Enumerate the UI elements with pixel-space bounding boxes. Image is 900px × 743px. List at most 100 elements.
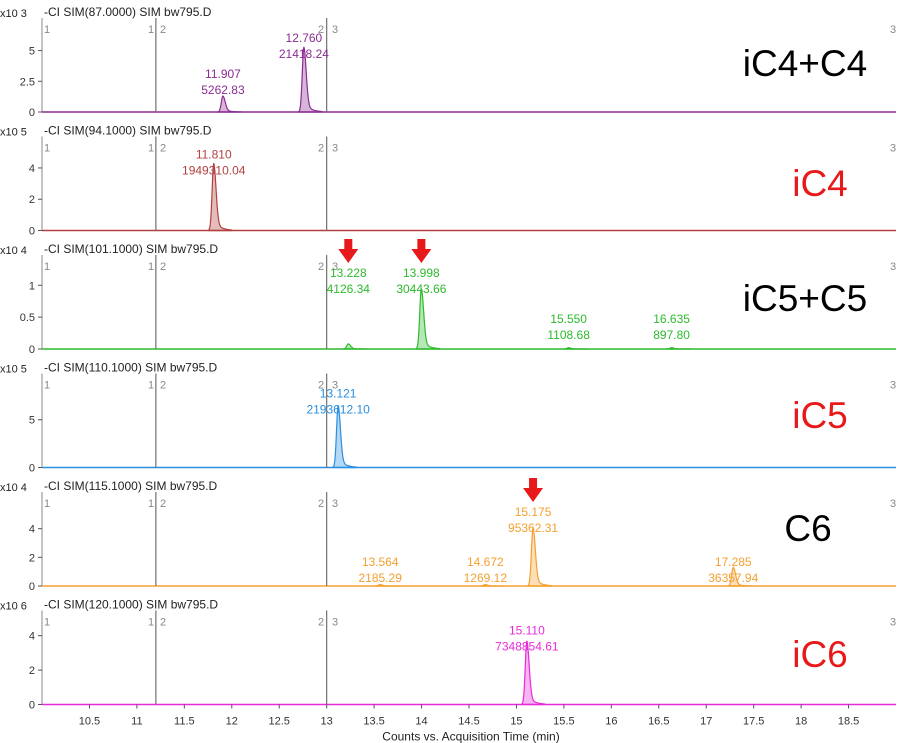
peak (665, 347, 691, 350)
segment-marker: 3 (890, 380, 896, 392)
compound-annotation: iC6 (792, 634, 848, 675)
peak (342, 343, 367, 350)
peak-rt-label: 12.760 (286, 31, 323, 45)
segment-marker: 2 (160, 261, 166, 273)
segment-marker: 3 (332, 143, 338, 155)
y-tick-label: 2.5 (20, 76, 35, 88)
segment-marker: 1 (148, 380, 154, 392)
compound-annotation: iC4 (792, 163, 848, 204)
peak-rt-label: 15.110 (509, 624, 545, 638)
y-tick-label: 0 (29, 463, 35, 475)
x-tick-label: 14.5 (458, 716, 479, 728)
segment-marker: 2 (318, 261, 324, 273)
segment-marker: 3 (332, 261, 338, 273)
segment-marker: 2 (160, 380, 166, 392)
segment-marker: 1 (44, 143, 50, 155)
segment-marker: 2 (160, 498, 166, 510)
segment-marker: 1 (148, 498, 154, 510)
segment-marker: 1 (44, 617, 50, 629)
x-tick-label: 18 (795, 716, 807, 728)
peak-rt-label: 15.175 (515, 505, 552, 519)
x-tick-label: 16.5 (648, 716, 669, 728)
x-tick-label: 13 (321, 716, 333, 728)
peak-area-label: 1949310.04 (182, 164, 246, 178)
segment-marker: 3 (890, 617, 896, 629)
compound-annotation: iC5 (792, 395, 848, 436)
segment-marker: 3 (890, 24, 896, 36)
compound-annotation: iC5+C5 (743, 278, 867, 319)
peak (332, 405, 357, 469)
x-tick-label: 11 (131, 716, 142, 728)
peak-area-label: 4126.34 (327, 282, 371, 296)
peak-rt-label: 14.672 (467, 555, 504, 569)
peak (727, 566, 752, 587)
peak (374, 583, 400, 587)
peak-area-label: 36357.94 (708, 571, 758, 585)
y-tick-label: 5 (29, 415, 35, 427)
y-tick-label: 2 (29, 194, 35, 206)
peak-area-label: 5262.83 (201, 83, 245, 97)
y-scale-label: x10 4 (0, 245, 27, 257)
peak (562, 347, 588, 350)
y-scale-label: x10 4 (0, 482, 27, 494)
x-tick-label: 10.5 (79, 716, 100, 728)
x-tick-label: 12 (226, 716, 238, 728)
y-tick-label: 0.5 (20, 312, 35, 324)
y-scale-label: x10 3 (0, 8, 27, 20)
y-scale-label: x10 5 (0, 127, 27, 139)
segment-marker: 2 (160, 143, 166, 155)
trace-header: -CI SIM(120.1000) SIM bw795.D (44, 598, 218, 612)
y-tick-label: 0 (29, 344, 35, 356)
segment-marker: 1 (148, 261, 154, 273)
peak-area-label: 897.80 (653, 328, 690, 342)
y-tick-label: 0 (29, 107, 35, 119)
peak-rt-label: 13.228 (330, 266, 367, 280)
segment-marker: 3 (332, 617, 338, 629)
segment-marker: 3 (332, 498, 338, 510)
segment-marker: 3 (332, 24, 338, 36)
peak-rt-label: 11.810 (196, 148, 232, 162)
segment-marker: 1 (148, 24, 154, 36)
peak-area-label: 21418.24 (279, 47, 329, 61)
y-tick-label: 0 (29, 700, 35, 712)
segment-marker: 1 (44, 498, 50, 510)
y-tick-label: 4 (29, 524, 35, 536)
trace-header: -CI SIM(101.1000) SIM bw795.D (44, 242, 218, 256)
segment-marker: 2 (318, 380, 324, 392)
peak-area-label: 7348854.61 (495, 640, 559, 654)
segment-marker: 3 (890, 261, 896, 273)
segment-marker: 1 (44, 380, 50, 392)
peak-rt-label: 16.635 (653, 312, 690, 326)
trace-header: -CI SIM(115.1000) SIM bw795.D (44, 479, 218, 493)
peak-area-label: 2185.29 (358, 571, 402, 585)
compound-annotation: C6 (784, 508, 831, 549)
peak-area-label: 1269.12 (464, 571, 508, 585)
y-tick-label: 4 (29, 631, 35, 643)
segment-marker: 1 (148, 143, 154, 155)
peak-rt-label: 13.998 (403, 266, 440, 280)
peak (527, 527, 552, 587)
segment-marker: 3 (890, 498, 896, 510)
peak-area-label: 1108.68 (547, 328, 590, 342)
y-tick-label: 4 (29, 163, 35, 175)
red-arrow-icon (411, 239, 432, 263)
x-tick-label: 16 (605, 716, 617, 728)
peak-rt-label: 15.550 (550, 312, 587, 326)
peak-area-label: 95362.31 (508, 521, 558, 535)
peak-rt-label: 13.121 (320, 387, 357, 401)
x-tick-label: 13.5 (363, 716, 384, 728)
x-tick-label: 18.5 (838, 716, 859, 728)
compound-annotation: iC4+C4 (743, 43, 867, 84)
peak-area-label: 2193612.10 (306, 403, 370, 417)
trace-header: -CI SIM(87.0000) SIM bw795.D (44, 5, 212, 19)
peak (479, 583, 504, 587)
x-tick-label: 14 (415, 716, 427, 728)
peak-rt-label: 11.907 (205, 67, 241, 81)
segment-marker: 2 (318, 143, 324, 155)
y-scale-label: x10 5 (0, 364, 27, 376)
y-tick-label: 1 (29, 280, 35, 292)
y-tick-label: 2 (29, 552, 35, 564)
y-tick-label: 0 (29, 581, 35, 593)
y-tick-label: 5 (29, 46, 35, 58)
